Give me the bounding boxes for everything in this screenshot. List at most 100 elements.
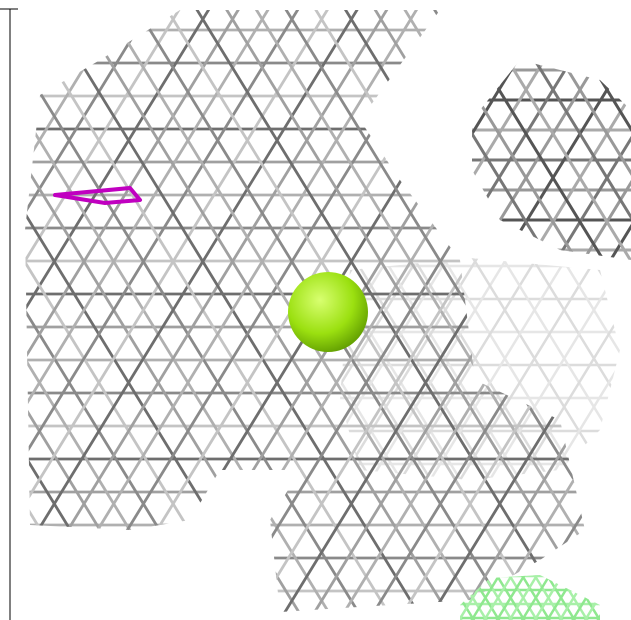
mesh-line	[397, 10, 585, 612]
mesh-line	[472, 60, 583, 260]
mesh-line	[0, 0, 14, 620]
mesh-line	[340, 258, 429, 480]
mesh-line	[25, 10, 306, 612]
mesh-line	[427, 10, 585, 612]
mesh-line	[0, 0, 14, 620]
mesh-line	[25, 10, 38, 612]
mesh-line	[472, 60, 631, 260]
mesh-line	[0, 0, 335, 620]
mesh-line	[25, 10, 217, 612]
mesh-line	[0, 0, 58, 620]
mesh-line	[460, 575, 600, 620]
mesh-line	[0, 0, 311, 620]
mesh-line	[0, 0, 7, 620]
mesh-line	[472, 60, 631, 260]
mesh-line	[0, 0, 297, 620]
mesh-line	[0, 0, 160, 620]
mesh-line	[25, 10, 98, 612]
mesh-line	[0, 0, 41, 620]
mesh-line	[0, 0, 190, 620]
mesh-line	[69, 0, 449, 620]
mesh-line	[0, 0, 7, 620]
mesh-line	[523, 60, 631, 260]
mesh-line	[0, 0, 297, 620]
mesh-line	[0, 0, 311, 620]
mesh-line	[0, 0, 45, 620]
mesh-line	[0, 0, 323, 620]
mesh-line	[0, 0, 101, 620]
mesh-line	[0, 0, 176, 620]
mesh-line	[460, 575, 600, 620]
mesh-line	[66, 0, 446, 620]
mesh-line	[25, 10, 276, 612]
mesh-line	[0, 0, 338, 620]
mesh-line	[41, 10, 424, 612]
mesh-line	[340, 258, 620, 480]
mesh-line	[25, 10, 335, 612]
mesh-line	[0, 0, 176, 620]
mesh-line	[460, 575, 463, 620]
mesh-line	[0, 0, 338, 620]
mesh-line	[0, 0, 209, 620]
mesh-line	[25, 10, 127, 612]
mesh-line	[0, 0, 190, 620]
mesh-line	[343, 258, 620, 480]
mesh-line	[460, 575, 600, 620]
mesh-line	[0, 0, 131, 620]
ligand-stick	[53, 186, 142, 205]
mesh-line	[0, 0, 122, 620]
mesh-line	[0, 0, 171, 620]
mesh-line	[0, 0, 171, 620]
mesh-line	[402, 258, 620, 480]
mesh-line	[343, 258, 620, 480]
mesh-line	[0, 0, 41, 620]
mesh-line	[546, 10, 585, 612]
mesh-line	[432, 258, 620, 480]
mesh-line	[0, 0, 95, 620]
mesh-line	[550, 60, 631, 260]
mesh-line	[516, 10, 585, 612]
mesh-line	[460, 575, 600, 620]
mesh-line	[460, 575, 600, 620]
mesh-line	[496, 60, 631, 260]
mesh-line	[25, 10, 246, 612]
mesh-line	[0, 0, 338, 620]
mesh-line	[340, 258, 459, 480]
mesh-line	[610, 0, 631, 620]
mesh-line	[0, 0, 279, 620]
mesh-line	[610, 0, 631, 620]
mesh-line	[472, 60, 556, 260]
mesh-line	[0, 0, 338, 620]
mesh-line	[596, 575, 600, 620]
mesh-line	[0, 0, 335, 620]
mesh-line	[623, 0, 631, 620]
mesh-line	[0, 0, 122, 620]
mesh-line	[0, 0, 33, 620]
mesh-line	[0, 0, 45, 620]
ion-sphere	[288, 272, 368, 352]
mesh-line	[25, 10, 395, 612]
mesh-line	[0, 0, 71, 620]
mesh-line	[25, 10, 157, 612]
mesh-line	[0, 0, 8, 620]
mesh-line	[0, 0, 101, 620]
mesh-line	[0, 0, 247, 620]
mesh-line	[0, 0, 8, 620]
mesh-line	[0, 0, 234, 620]
mesh-line	[25, 10, 187, 612]
mesh-line	[472, 60, 631, 260]
mesh-line	[0, 0, 33, 620]
mesh-line	[472, 60, 610, 260]
mesh-line	[460, 575, 600, 620]
mesh-line	[596, 575, 600, 620]
mesh-line	[0, 0, 146, 620]
mesh-line	[0, 0, 279, 620]
mesh-line	[0, 0, 249, 620]
mesh-line	[610, 258, 620, 480]
mesh-line	[25, 10, 187, 612]
mesh-line	[0, 0, 95, 620]
mesh-line	[460, 575, 600, 620]
